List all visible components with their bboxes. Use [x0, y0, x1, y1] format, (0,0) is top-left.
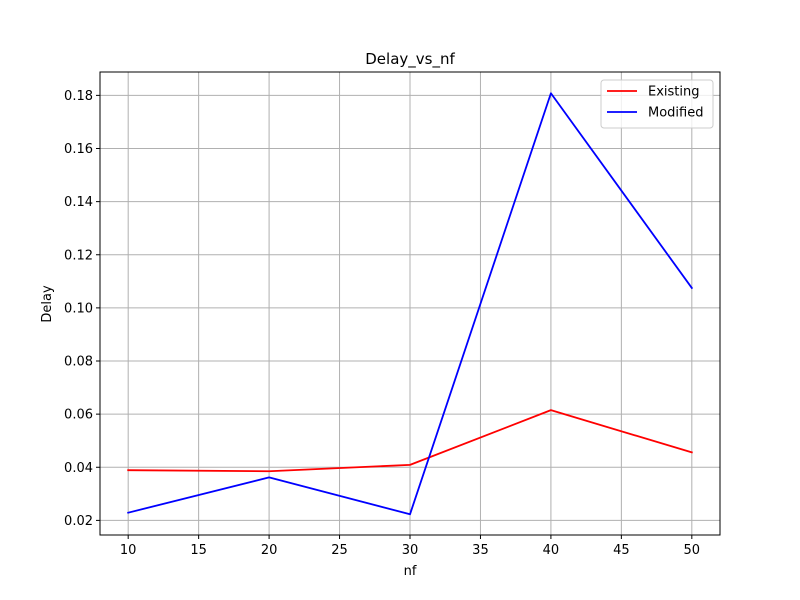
legend: Existing Modified [600, 79, 714, 129]
y-tick-label: 0.14 [64, 195, 93, 210]
series-line-modified [127, 92, 694, 516]
grid-layer [100, 72, 720, 535]
x-axis-label: nf [404, 564, 417, 579]
y-tick-label: 0.02 [64, 514, 93, 529]
x-tick-label: 20 [261, 543, 278, 558]
x-tick-label: 50 [684, 543, 701, 558]
legend-label-modified: Modified [648, 106, 703, 121]
y-tick-label: 0.06 [64, 408, 93, 423]
tick-layer: 10 15 20 25 30 35 40 45 50 0.02 0.04 0.06 0.08 0.10 0.… [64, 89, 700, 558]
chart-title: Delay_vs_nf [365, 50, 455, 69]
y-tick-label: 0.08 [64, 355, 93, 370]
x-tick-label: 15 [190, 543, 207, 558]
x-tick-label: 35 [472, 543, 489, 558]
y-tick-label: 0.18 [64, 89, 93, 104]
y-tick-label: 0.12 [64, 248, 93, 263]
series-layer [127, 92, 694, 516]
x-tick-label: 30 [402, 543, 419, 558]
y-tick-label: 0.10 [64, 301, 93, 316]
x-tick-label: 25 [331, 543, 348, 558]
y-tick-label: 0.04 [64, 461, 93, 476]
x-tick-label: 10 [120, 543, 137, 558]
x-tick-label: 40 [543, 543, 560, 558]
series-line-existing [127, 409, 693, 473]
x-tick-label: 45 [613, 543, 630, 558]
y-tick-label: 0.16 [64, 142, 93, 157]
y-axis-label: Delay [40, 285, 55, 323]
legend-label-existing: Existing [648, 85, 700, 100]
legend-box [600, 79, 714, 129]
